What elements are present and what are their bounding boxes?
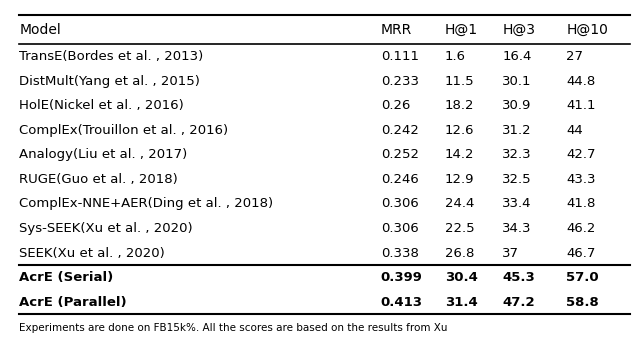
Text: 32.3: 32.3 [502, 148, 532, 161]
Text: AcrE (Parallel): AcrE (Parallel) [19, 296, 127, 309]
Text: 32.5: 32.5 [502, 173, 532, 186]
Text: 22.5: 22.5 [445, 222, 474, 235]
Text: 16.4: 16.4 [502, 50, 532, 63]
Text: 41.1: 41.1 [566, 99, 596, 112]
Text: 41.8: 41.8 [566, 197, 596, 210]
Text: Sys-SEEK(Xu et al. , 2020): Sys-SEEK(Xu et al. , 2020) [19, 222, 193, 235]
Text: 14.2: 14.2 [445, 148, 474, 161]
Text: 31.2: 31.2 [502, 124, 532, 137]
Text: H@10: H@10 [566, 23, 608, 37]
Text: H@3: H@3 [502, 23, 536, 37]
Text: Experiments are done on FB15k%. All the scores are based on the results from Xu: Experiments are done on FB15k%. All the … [19, 323, 448, 333]
Text: Analogy(Liu et al. , 2017): Analogy(Liu et al. , 2017) [19, 148, 188, 161]
Text: H@1: H@1 [445, 23, 478, 37]
Text: 37: 37 [502, 247, 520, 260]
Text: 46.2: 46.2 [566, 222, 596, 235]
Text: 0.233: 0.233 [381, 75, 419, 88]
Text: RUGE(Guo et al. , 2018): RUGE(Guo et al. , 2018) [19, 173, 178, 186]
Text: MRR: MRR [381, 23, 412, 37]
Text: 33.4: 33.4 [502, 197, 532, 210]
Text: 43.3: 43.3 [566, 173, 596, 186]
Text: 34.3: 34.3 [502, 222, 532, 235]
Text: 44: 44 [566, 124, 583, 137]
Text: 0.413: 0.413 [381, 296, 423, 309]
Text: 1.6: 1.6 [445, 50, 466, 63]
Text: 0.242: 0.242 [381, 124, 419, 137]
Text: Model: Model [19, 23, 61, 37]
Text: 30.1: 30.1 [502, 75, 532, 88]
Text: 45.3: 45.3 [502, 271, 535, 284]
Text: 11.5: 11.5 [445, 75, 474, 88]
Text: 0.26: 0.26 [381, 99, 410, 112]
Text: 31.4: 31.4 [445, 296, 477, 309]
Text: TransE(Bordes et al. , 2013): TransE(Bordes et al. , 2013) [19, 50, 204, 63]
Text: 42.7: 42.7 [566, 148, 596, 161]
Text: 57.0: 57.0 [566, 271, 599, 284]
Text: 18.2: 18.2 [445, 99, 474, 112]
Text: HolE(Nickel et al. , 2016): HolE(Nickel et al. , 2016) [19, 99, 184, 112]
Text: ComplEx-NNE+AER(Ding et al. , 2018): ComplEx-NNE+AER(Ding et al. , 2018) [19, 197, 273, 210]
Text: 26.8: 26.8 [445, 247, 474, 260]
Text: 0.306: 0.306 [381, 197, 419, 210]
Text: AcrE (Serial): AcrE (Serial) [19, 271, 113, 284]
Text: 0.246: 0.246 [381, 173, 419, 186]
Text: DistMult(Yang et al. , 2015): DistMult(Yang et al. , 2015) [19, 75, 200, 88]
Text: 24.4: 24.4 [445, 197, 474, 210]
Text: 0.399: 0.399 [381, 271, 422, 284]
Text: 46.7: 46.7 [566, 247, 596, 260]
Text: ComplEx(Trouillon et al. , 2016): ComplEx(Trouillon et al. , 2016) [19, 124, 228, 137]
Text: 58.8: 58.8 [566, 296, 599, 309]
Text: 0.306: 0.306 [381, 222, 419, 235]
Text: 0.252: 0.252 [381, 148, 419, 161]
Text: 0.338: 0.338 [381, 247, 419, 260]
Text: SEEK(Xu et al. , 2020): SEEK(Xu et al. , 2020) [19, 247, 165, 260]
Text: 44.8: 44.8 [566, 75, 596, 88]
Text: 30.9: 30.9 [502, 99, 532, 112]
Text: 12.6: 12.6 [445, 124, 474, 137]
Text: 27: 27 [566, 50, 584, 63]
Text: 0.111: 0.111 [381, 50, 419, 63]
Text: 47.2: 47.2 [502, 296, 535, 309]
Text: 30.4: 30.4 [445, 271, 477, 284]
Text: 12.9: 12.9 [445, 173, 474, 186]
